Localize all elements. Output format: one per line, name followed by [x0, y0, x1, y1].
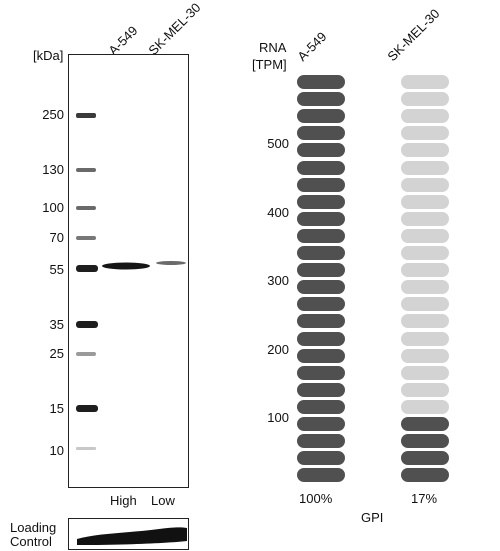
ladder-band-70	[76, 236, 96, 240]
rna-segment-a549	[297, 417, 345, 431]
rna-segment-skmel30	[401, 399, 449, 414]
rna-segment-skmel30	[401, 297, 449, 312]
ladder-band-10	[76, 447, 96, 450]
rna-segment-a549	[297, 365, 345, 380]
rna-segment-skmel30	[401, 263, 449, 278]
rna-segment-a549	[297, 297, 345, 312]
loading-control-label-line2: Control	[10, 534, 52, 549]
rna-segment-a549	[297, 314, 345, 329]
rna-segment-a549	[297, 143, 345, 158]
rna-header-line2: [TPM]	[252, 57, 287, 72]
band-a549	[102, 262, 150, 270]
rna-segment-skmel30	[401, 143, 449, 158]
rna-segment-skmel30	[401, 365, 449, 380]
band-skmel30	[156, 261, 186, 265]
rna-segment-a549	[297, 280, 345, 295]
rna-segment-skmel30	[401, 75, 449, 89]
rna-lane-label-a549: A-549	[294, 28, 330, 64]
rna-segment-skmel30	[401, 160, 449, 175]
rna-segment-a549	[297, 331, 345, 346]
rna-segment-skmel30	[401, 314, 449, 329]
rna-segment-a549	[297, 468, 345, 483]
rna-segment-skmel30	[401, 280, 449, 295]
rna-segment-a549	[297, 399, 345, 414]
rna-segment-skmel30	[401, 451, 449, 466]
rna-segment-a549	[297, 92, 345, 107]
lane-label-a549: A-549	[105, 22, 141, 58]
kda-unit-label: [kDa]	[33, 48, 64, 63]
rna-ytick-200: 200	[267, 342, 289, 357]
rna-segment-a549	[297, 126, 345, 141]
rna-lane-label-skmel30: SK-MEL-30	[384, 5, 443, 65]
rna-segment-skmel30	[401, 348, 449, 363]
rna-segment-skmel30	[401, 331, 449, 346]
rna-segment-skmel30	[401, 434, 449, 449]
rna-segment-a549	[297, 382, 345, 397]
rna-segment-a549	[297, 109, 345, 124]
rna-ytick-500: 500	[267, 136, 289, 151]
rna-segment-a549	[297, 451, 345, 466]
rna-segment-skmel30	[401, 109, 449, 124]
loading-control-blot	[68, 518, 189, 550]
rna-segment-skmel30	[401, 382, 449, 397]
blot-bands	[76, 113, 186, 450]
rna-segment-a549	[297, 434, 345, 449]
rna-value-label-a549: 100%	[299, 491, 333, 506]
rna-segment-skmel30	[401, 468, 449, 483]
rna-segment-skmel30	[401, 228, 449, 243]
western-blot-image	[68, 54, 189, 488]
rna-segment-a549	[297, 228, 345, 243]
marker-label-55: 55	[49, 262, 64, 277]
rna-segment-skmel30	[401, 126, 449, 141]
rna-ytick-100: 100	[267, 410, 289, 425]
rna-header-line1: RNA	[259, 40, 287, 55]
expression-label-high: High	[110, 493, 137, 508]
rna-segment-skmel30	[401, 194, 449, 209]
marker-label-70: 70	[49, 230, 64, 245]
lane-label-skmel30: SK-MEL-30	[145, 0, 204, 59]
rna-segment-skmel30	[401, 211, 449, 226]
marker-label-10: 10	[49, 443, 64, 458]
rna-segment-a549	[297, 263, 345, 278]
ladder-band-100	[76, 206, 96, 210]
marker-label-35: 35	[49, 317, 64, 332]
rna-segment-skmel30	[401, 246, 449, 260]
rna-segment-a549	[297, 348, 345, 363]
loading-control-label-line1: Loading	[10, 520, 57, 535]
rna-segment-a549	[297, 177, 345, 192]
rna-segment-a549	[297, 75, 345, 89]
ladder-band-55	[76, 265, 98, 272]
rna-segment-a549	[297, 160, 345, 175]
rna-segment-skmel30	[401, 92, 449, 107]
rna-segment-a549	[297, 194, 345, 209]
ladder-band-25	[76, 352, 96, 356]
gene-name: GPI	[361, 510, 384, 525]
marker-label-100: 100	[42, 200, 64, 215]
expression-label-low: Low	[151, 493, 175, 508]
ladder-band-35	[76, 321, 98, 328]
rna-segment-skmel30	[401, 177, 449, 192]
marker-label-15: 15	[49, 401, 64, 416]
rna-ytick-300: 300	[267, 273, 289, 288]
rna-segment-a549	[297, 246, 345, 260]
ladder-band-15	[76, 405, 98, 412]
ladder-band-250	[76, 113, 96, 118]
marker-label-25: 25	[49, 346, 64, 361]
ladder-band-130	[76, 168, 96, 172]
marker-label-250: 250	[42, 107, 64, 122]
marker-label-130: 130	[42, 162, 64, 177]
rna-segment-a549	[297, 211, 345, 226]
loading-control-band	[77, 527, 187, 545]
rna-value-label-skmel30: 17%	[411, 491, 438, 506]
rna-ytick-400: 400	[267, 205, 289, 220]
rna-segment-skmel30	[401, 417, 449, 431]
